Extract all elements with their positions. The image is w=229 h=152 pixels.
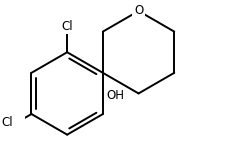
- Text: Cl: Cl: [2, 116, 13, 129]
- Text: O: O: [133, 5, 143, 17]
- Text: OH: OH: [106, 89, 124, 102]
- Text: Cl: Cl: [61, 20, 73, 33]
